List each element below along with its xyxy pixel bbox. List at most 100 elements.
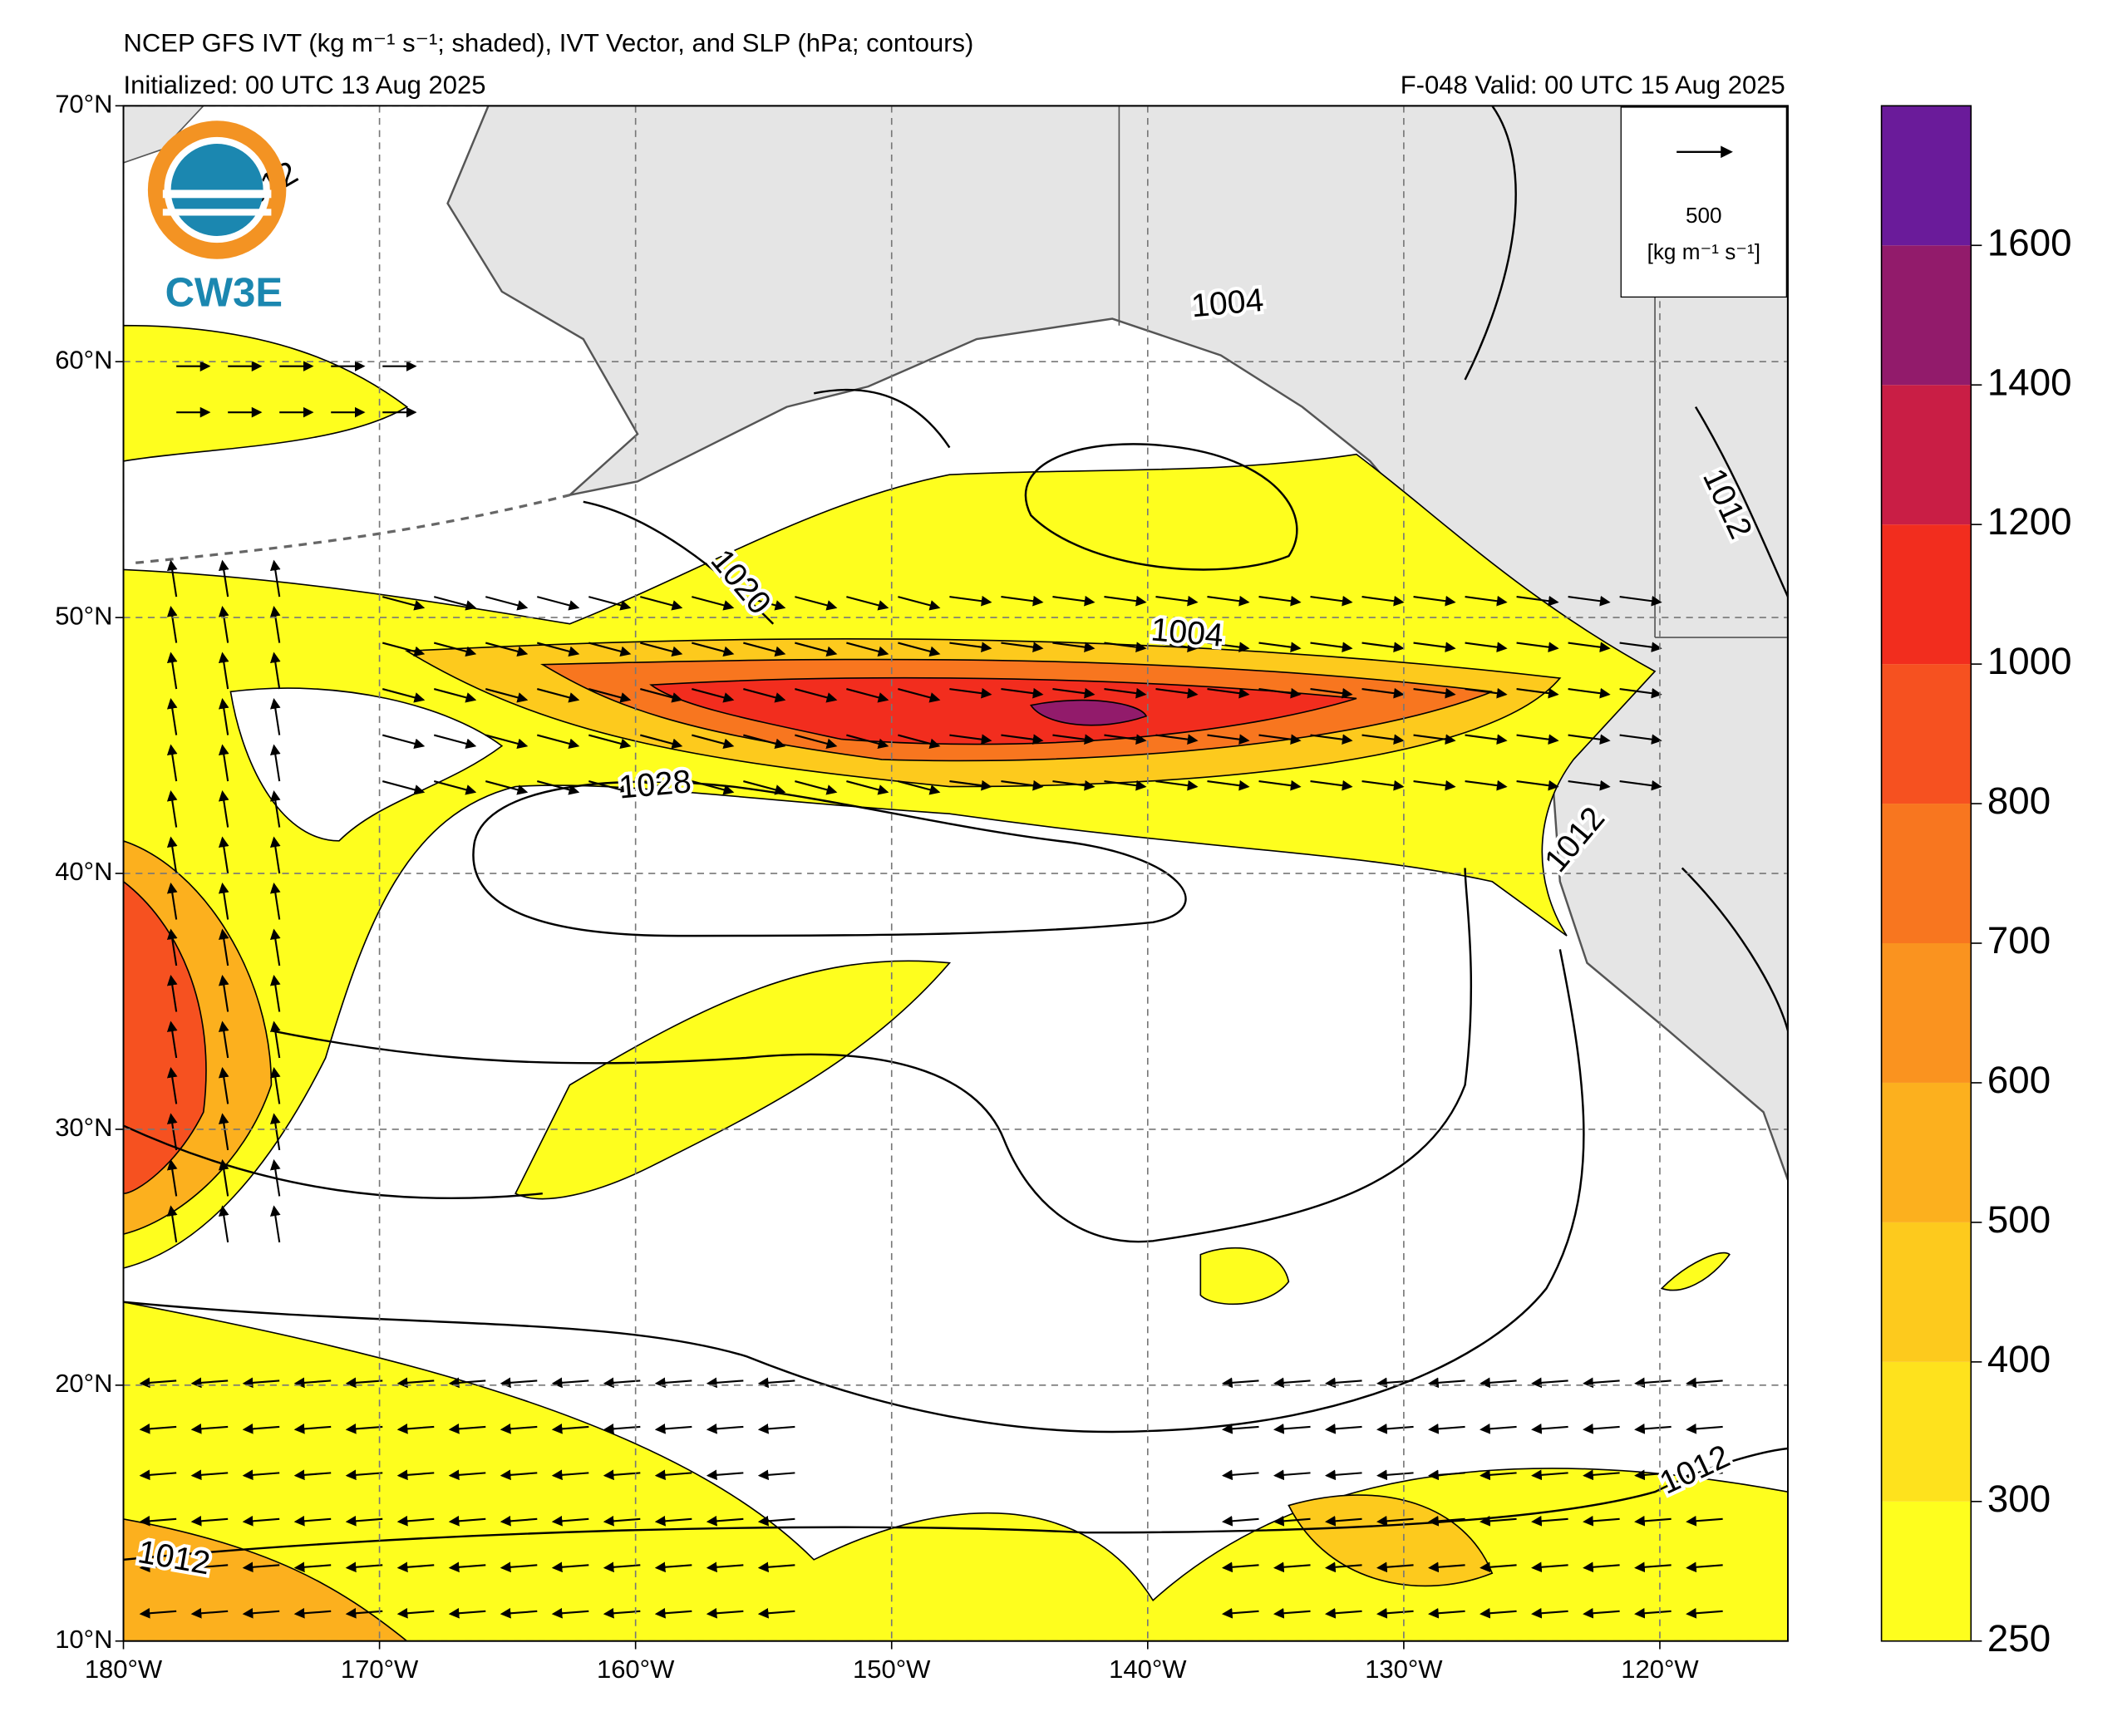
ivt-vector (898, 688, 941, 703)
ivt-vector (166, 882, 178, 920)
ivt-vector (537, 596, 580, 611)
ivt-vector (706, 1423, 744, 1434)
ivt-vector (1155, 734, 1199, 745)
ivt-vector (166, 1066, 178, 1104)
colorbar-segment (1881, 1082, 1972, 1222)
ivt-vector (190, 1469, 229, 1481)
lon-tick-label: 150°W (853, 1655, 931, 1684)
ivt-vector (1273, 1607, 1311, 1619)
ivt-vector (242, 1515, 280, 1527)
ivt-vector (1207, 687, 1250, 699)
ivt-vector (218, 559, 229, 598)
ivt-vector (1531, 1515, 1568, 1527)
ivt-vector (1516, 687, 1559, 699)
ivt-vector (1207, 595, 1250, 607)
ivt-vector (1221, 1607, 1259, 1619)
ivt-vector (1258, 779, 1302, 791)
lon-tick-label: 140°W (1109, 1655, 1187, 1684)
lon-tick-label: 130°W (1365, 1655, 1443, 1684)
ivt-vector (757, 1423, 795, 1434)
vector-legend-magnitude: 500 (1686, 203, 1722, 228)
ivt-vector (269, 836, 281, 874)
ivt-vector (551, 1561, 589, 1573)
colorbar-segment (1881, 943, 1972, 1083)
ivt-vector (949, 642, 992, 653)
ivt-vector (1324, 1607, 1362, 1619)
ivt-vector (345, 1423, 383, 1434)
ivt-vector (1686, 1423, 1723, 1434)
ivt-vector (269, 559, 281, 598)
ivt-vector (345, 1469, 383, 1481)
ivt-vector (1258, 687, 1302, 699)
ivt-vector (1413, 595, 1456, 607)
ivt-vector (795, 688, 838, 703)
ivt-vector (1568, 642, 1611, 653)
ivt-vector (1568, 734, 1611, 745)
colorbar-tick-label: 1200 (1987, 500, 2072, 543)
ivt-vector (949, 734, 992, 745)
north-america (446, 106, 1788, 1181)
ivt-vector (1155, 595, 1199, 607)
ivt-vector (166, 652, 178, 690)
ivt-vector (640, 780, 683, 795)
ivt-vector (396, 1607, 435, 1619)
colorbar-frame (1880, 105, 1972, 1642)
ivt-vector (1465, 779, 1508, 791)
lat-tick-label: 40°N (55, 857, 112, 886)
ivt-vector (1634, 1561, 1672, 1573)
ivt-vector (1531, 1561, 1568, 1573)
ivt-vector (640, 734, 683, 750)
ivt-vector (1686, 1469, 1723, 1481)
ivt-vector (345, 1377, 383, 1389)
lat-tick-label: 60°N (55, 345, 112, 374)
colorbar-tick-label: 1400 (1987, 361, 2072, 403)
ivt-vector (1221, 1561, 1259, 1573)
ivt-vector (551, 1515, 589, 1527)
valid-time: F-048 Valid: 00 UTC 15 Aug 2025 (1401, 71, 1785, 100)
ivt-vector (1516, 595, 1559, 607)
ivt-vector (1258, 595, 1302, 607)
ivt-vector (692, 642, 735, 657)
ivt-vector (1516, 642, 1559, 653)
ivt-vector (293, 1377, 332, 1389)
ivt-vector (166, 1113, 178, 1151)
ivt-vector (743, 734, 786, 750)
ivt-vector (218, 882, 229, 920)
ivt-vector (692, 596, 735, 611)
ivt-vector (500, 1515, 538, 1527)
ivt-vector (1465, 734, 1508, 745)
ivt-vector (1480, 1423, 1517, 1434)
ivt-vector (846, 780, 889, 795)
ivt-vector (269, 1066, 281, 1104)
ivt-vector (1104, 642, 1147, 653)
ivt-vector (743, 596, 786, 611)
ivt-vector (1310, 734, 1353, 745)
ivt-vector (485, 780, 529, 795)
colorbar-tick-label: 700 (1987, 919, 2051, 961)
ivt-vector (242, 1561, 280, 1573)
slp-contours (123, 106, 1788, 1561)
ivt-vector (846, 642, 889, 657)
ivt-vector (1686, 1561, 1723, 1573)
ivt-vector (166, 606, 178, 643)
ivt-vector (603, 1515, 641, 1527)
lat-tick-label: 20°N (55, 1369, 112, 1398)
ivt-vector (1310, 595, 1353, 607)
ivt-vector (588, 688, 632, 703)
ivt-vector (1634, 1423, 1672, 1434)
colorbar-tick-label: 1000 (1987, 640, 2072, 682)
ivt-vector (190, 1561, 229, 1573)
ivt-vector (949, 595, 992, 607)
colorbar-tick-label: 800 (1987, 779, 2051, 822)
ivt-vector (242, 1607, 280, 1619)
ivt-vector (190, 1377, 229, 1389)
ivt-vector (757, 1469, 795, 1481)
ivt-vector (1480, 1561, 1517, 1573)
ivt-vector (448, 1561, 486, 1573)
ivt-vector (1324, 1561, 1362, 1573)
logo: CW3E (147, 120, 287, 316)
lon-tick-label: 170°W (341, 1655, 419, 1684)
ivt-vector (1413, 779, 1456, 791)
ivt-vector (1619, 734, 1662, 745)
